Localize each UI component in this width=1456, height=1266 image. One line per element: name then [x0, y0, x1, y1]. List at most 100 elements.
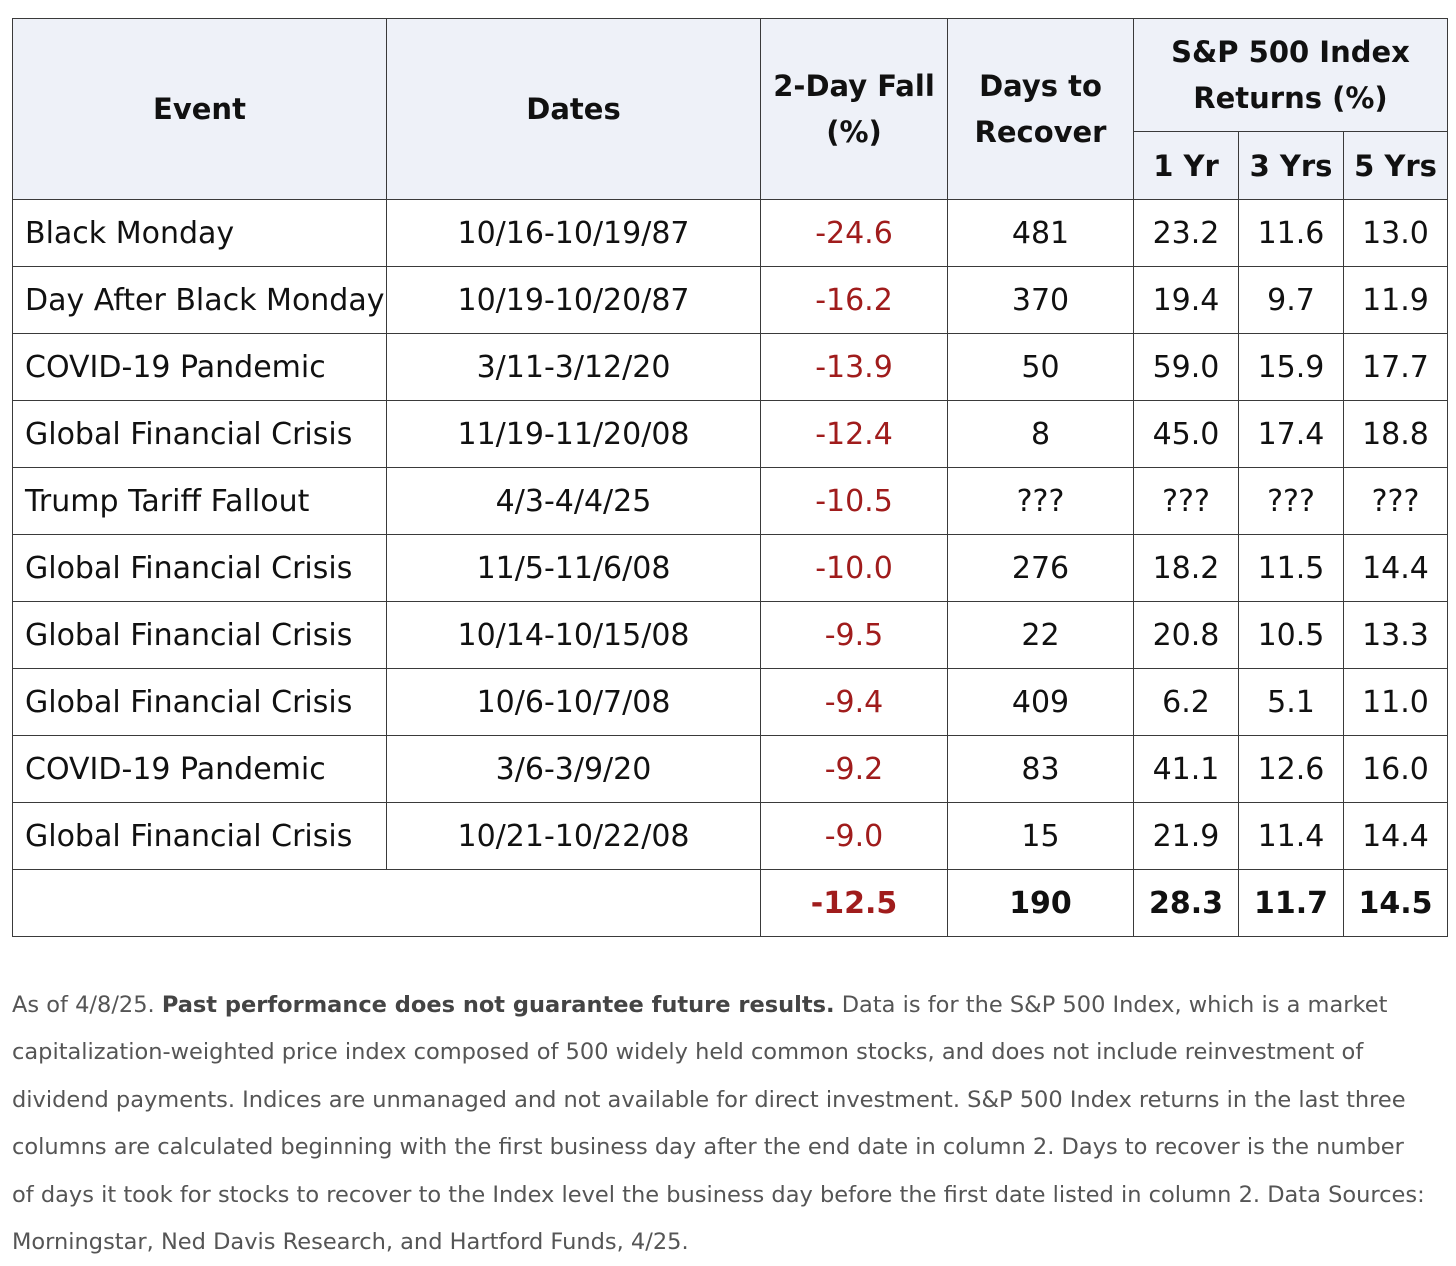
- return-5yrs-cell: 18.8: [1343, 400, 1448, 468]
- average-3yrs: 11.7: [1238, 869, 1344, 937]
- table-body: Black Monday 10/16-10/19/87 -24.6 481 23.2 11…: [12, 199, 1448, 937]
- footnote-disclaimer: Past performance does not guarantee futu…: [161, 992, 835, 1018]
- recover-cell: 481: [947, 199, 1134, 267]
- return-1yr-cell: 18.2: [1133, 534, 1239, 602]
- footnote: As of 4/8/25. Past performance does not …: [12, 982, 1432, 1266]
- return-3yrs-cell: 11.6: [1238, 199, 1344, 267]
- return-1yr-cell: 20.8: [1133, 601, 1239, 669]
- average-fall: -12.5: [760, 869, 948, 937]
- footnote-date: As of 4/8/25.: [12, 992, 155, 1018]
- table-row: Global Financial Crisis 11/19-11/20/08 -12…: [12, 400, 1448, 468]
- recover-cell: 8: [947, 400, 1134, 468]
- event-cell: COVID-19 Pandemic: [12, 333, 387, 401]
- header-sp500-returns: S&P 500 Index Returns (%): [1133, 18, 1448, 132]
- fall-cell: -24.6: [760, 199, 948, 267]
- return-1yr-cell: 59.0: [1133, 333, 1239, 401]
- return-3yrs-cell: 5.1: [1238, 668, 1344, 736]
- header-event: Event: [12, 18, 387, 200]
- header-days-to-recover: Days to Recover: [947, 18, 1134, 200]
- fall-cell: -13.9: [760, 333, 948, 401]
- return-1yr-cell: 21.9: [1133, 802, 1239, 870]
- footnote-body: Data is for the S&P 500 Index, which is …: [12, 992, 1425, 1256]
- dates-cell: 10/14-10/15/08: [386, 601, 761, 669]
- return-5yrs-cell: 14.4: [1343, 534, 1448, 602]
- return-5yrs-cell: 13.0: [1343, 199, 1448, 267]
- event-cell: Global Financial Crisis: [12, 400, 387, 468]
- return-5yrs-cell: 11.0: [1343, 668, 1448, 736]
- table-row: Global Financial Crisis 10/6-10/7/08 -9.4 4…: [12, 668, 1448, 736]
- average-5yrs: 14.5: [1343, 869, 1448, 937]
- return-3yrs-cell: 17.4: [1238, 400, 1344, 468]
- dates-cell: 10/6-10/7/08: [386, 668, 761, 736]
- return-1yr-cell: 19.4: [1133, 266, 1239, 334]
- table-row: Global Financial Crisis 10/21-10/22/08 -9.…: [12, 802, 1448, 870]
- return-3yrs-cell: 15.9: [1238, 333, 1344, 401]
- return-5yrs-cell: 17.7: [1343, 333, 1448, 401]
- average-row: -12.5 190 28.3 11.7 14.5: [12, 869, 1448, 937]
- header-1yr: 1 Yr: [1133, 131, 1239, 200]
- event-cell: Global Financial Crisis: [12, 601, 387, 669]
- recover-cell: 15: [947, 802, 1134, 870]
- table-row: Day After Black Monday 10/19-10/20/87 -16.…: [12, 266, 1448, 334]
- table-row: COVID-19 Pandemic 3/11-3/12/20 -13.9 50 59.0…: [12, 333, 1448, 401]
- recover-cell: 409: [947, 668, 1134, 736]
- event-cell: Day After Black Monday: [12, 266, 387, 334]
- recover-cell: ???: [947, 467, 1134, 535]
- event-cell: Global Financial Crisis: [12, 534, 387, 602]
- average-label-cell: [12, 869, 761, 937]
- return-3yrs-cell: 11.4: [1238, 802, 1344, 870]
- table-row: Global Financial Crisis 10/14-10/15/08 -9.…: [12, 601, 1448, 669]
- return-5yrs-cell: 14.4: [1343, 802, 1448, 870]
- return-3yrs-cell: ???: [1238, 467, 1344, 535]
- event-cell: Global Financial Crisis: [12, 802, 387, 870]
- fall-cell: -10.0: [760, 534, 948, 602]
- table-row: Global Financial Crisis 11/5-11/6/08 -10.0…: [12, 534, 1448, 602]
- recover-cell: 370: [947, 266, 1134, 334]
- dates-cell: 11/5-11/6/08: [386, 534, 761, 602]
- return-1yr-cell: 6.2: [1133, 668, 1239, 736]
- market-drop-table: Event Dates 2-Day Fall (%) Days to Recover…: [12, 18, 1448, 937]
- return-1yr-cell: 23.2: [1133, 199, 1239, 267]
- table-row: Trump Tariff Fallout 4/3-4/4/25 -10.5?????…: [12, 467, 1448, 535]
- fall-cell: -9.5: [760, 601, 948, 669]
- recover-cell: 50: [947, 333, 1134, 401]
- header-two-day-fall: 2-Day Fall (%): [760, 18, 948, 200]
- return-1yr-cell: ???: [1133, 467, 1239, 535]
- table-row: Black Monday 10/16-10/19/87 -24.6 481 23.2 11…: [12, 199, 1448, 267]
- return-3yrs-cell: 11.5: [1238, 534, 1344, 602]
- fall-cell: -12.4: [760, 400, 948, 468]
- dates-cell: 3/6-3/9/20: [386, 735, 761, 803]
- return-1yr-cell: 45.0: [1133, 400, 1239, 468]
- return-5yrs-cell: 11.9: [1343, 266, 1448, 334]
- event-cell: Trump Tariff Fallout: [12, 467, 387, 535]
- return-5yrs-cell: 16.0: [1343, 735, 1448, 803]
- event-cell: COVID-19 Pandemic: [12, 735, 387, 803]
- return-3yrs-cell: 10.5: [1238, 601, 1344, 669]
- header-dates: Dates: [386, 18, 761, 200]
- event-cell: Global Financial Crisis: [12, 668, 387, 736]
- fall-cell: -10.5: [760, 467, 948, 535]
- dates-cell: 11/19-11/20/08: [386, 400, 761, 468]
- return-3yrs-cell: 12.6: [1238, 735, 1344, 803]
- dates-cell: 10/19-10/20/87: [386, 266, 761, 334]
- dates-cell: 3/11-3/12/20: [386, 333, 761, 401]
- dates-cell: 4/3-4/4/25: [386, 467, 761, 535]
- dates-cell: 10/21-10/22/08: [386, 802, 761, 870]
- average-recover: 190: [947, 869, 1134, 937]
- return-5yrs-cell: 13.3: [1343, 601, 1448, 669]
- return-1yr-cell: 41.1: [1133, 735, 1239, 803]
- return-5yrs-cell: ???: [1343, 467, 1448, 535]
- recover-cell: 22: [947, 601, 1134, 669]
- event-cell: Black Monday: [12, 199, 387, 267]
- dates-cell: 10/16-10/19/87: [386, 199, 761, 267]
- fall-cell: -9.4: [760, 668, 948, 736]
- fall-cell: -16.2: [760, 266, 948, 334]
- table-row: COVID-19 Pandemic 3/6-3/9/20 -9.2 83 41.1 12.…: [12, 735, 1448, 803]
- fall-cell: -9.2: [760, 735, 948, 803]
- header-3yrs: 3 Yrs: [1238, 131, 1344, 200]
- header-5yrs: 5 Yrs: [1343, 131, 1448, 200]
- recover-cell: 83: [947, 735, 1134, 803]
- return-3yrs-cell: 9.7: [1238, 266, 1344, 334]
- fall-cell: -9.0: [760, 802, 948, 870]
- recover-cell: 276: [947, 534, 1134, 602]
